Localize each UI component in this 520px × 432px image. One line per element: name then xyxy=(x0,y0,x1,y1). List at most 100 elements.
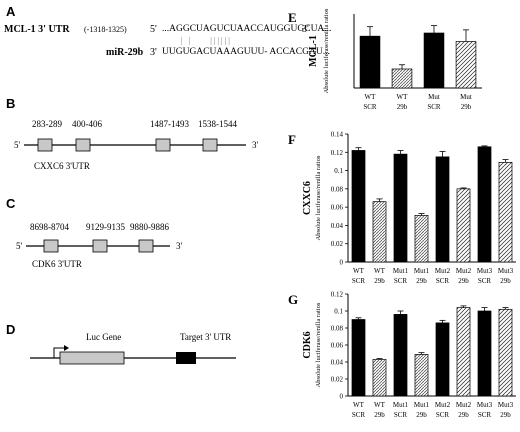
category-sublabel-f-5: 29b xyxy=(458,277,469,285)
y-tick-label-f-0: 0 xyxy=(340,259,344,267)
luciferase-assay-charts: E MCL-1 Absolute luciferase/renilla ratios… xyxy=(288,8,516,419)
category-label-g-0: WT xyxy=(353,401,365,409)
mirna-label: miR-29b xyxy=(106,47,144,58)
cdk6-site-label-1: 8698-8704 xyxy=(30,222,69,232)
cxxc6-site-box-4 xyxy=(202,138,218,152)
y-tick-label-f-5: 0.1 xyxy=(334,167,343,175)
category-label-f-5: Mut2 xyxy=(456,267,472,275)
category-sublabel-e-1: 29b xyxy=(397,103,408,111)
promoter-arrow-icon xyxy=(53,347,64,358)
y-axis-label-f: Absolute luciferase/renilla ratios xyxy=(315,155,322,240)
y-tick-label-g-4: 0.08 xyxy=(331,325,344,333)
y-tick-label-f-3: 0.06 xyxy=(331,204,344,212)
bar-f-2 xyxy=(393,153,408,263)
cxxc6-utr-label: CXXC6 3'UTR xyxy=(34,161,90,171)
category-sublabel-f-0: SCR xyxy=(352,277,366,285)
category-label-f-2: Mut1 xyxy=(393,267,409,275)
cxxc6-site-label-3: 1487-1493 xyxy=(150,119,189,129)
mcl1-utr-sequence: ...AGGCUAGUCUAACCAUGGUGCUA... xyxy=(162,24,332,34)
category-sublabel-f-1: 29b xyxy=(374,277,385,285)
category-sublabel-g-7: 29b xyxy=(500,411,511,419)
cxxc6-site-box-2 xyxy=(75,138,91,152)
category-sublabel-g-5: 29b xyxy=(458,411,469,419)
mcl1-utr-position: (-1318-1325) xyxy=(84,25,127,34)
category-sublabel-f-2: SCR xyxy=(394,277,408,285)
category-sublabel-g-1: 29b xyxy=(374,411,385,419)
cdk6-five-prime: 5' xyxy=(16,241,23,251)
y-axis-label-e: Absolute luciferase/renilla ratios xyxy=(323,8,330,93)
cxxc6-site-label-4: 1538-1544 xyxy=(198,119,237,129)
mcl1-utr-label: MCL-1 3' UTR xyxy=(4,24,70,35)
bar-f-4 xyxy=(435,156,450,263)
panel-letter-f: F xyxy=(288,132,296,147)
mirna-sequence: UUGUGACUAAAGUUU- ACCACGAU... xyxy=(162,47,330,57)
category-sublabel-g-2: SCR xyxy=(394,411,408,419)
bar-g-4 xyxy=(435,322,450,397)
bar-g-6 xyxy=(477,310,492,397)
category-sublabel-g-0: SCR xyxy=(352,411,366,419)
panel-letter-b: B xyxy=(6,96,16,111)
utr-three-prime: 3' xyxy=(302,24,309,35)
y-axis-gene-label-f: CXXC6 xyxy=(302,181,313,215)
luciferase-construct-diagram: Luc Gene Target 3' UTR xyxy=(30,332,236,365)
y-tick-label-f-6: 0.12 xyxy=(331,149,344,157)
bar-g-7 xyxy=(498,308,513,397)
panel-letter-g: G xyxy=(288,292,298,307)
bar-e-2 xyxy=(423,32,445,89)
bar-f-0 xyxy=(351,150,366,263)
bar-g-0 xyxy=(351,319,366,397)
y-tick-label-f-4: 0.08 xyxy=(331,185,344,193)
luc-gene-box xyxy=(59,351,125,365)
chart-g: G CDK6 Absolute luciferase/renilla ratios 0… xyxy=(288,291,516,419)
cxxc6-site-box-3 xyxy=(155,138,171,152)
category-label-e-3: Mut xyxy=(460,93,472,101)
category-label-g-4: Mut2 xyxy=(435,401,451,409)
category-label-g-1: WT xyxy=(374,401,386,409)
bar-f-1 xyxy=(372,201,387,263)
y-axis-label-g: Absolute luciferase/renilla ratios xyxy=(315,302,322,387)
y-axis-gene-label-g: CDK6 xyxy=(302,331,313,358)
mirna-three-prime: 3' xyxy=(150,47,157,58)
bar-g-5 xyxy=(456,307,471,397)
category-sublabel-g-6: SCR xyxy=(478,411,492,419)
y-axis-gene-label-e: MCL-1 xyxy=(308,35,319,67)
cdk6-utr-diagram: 8698-8704 9129-9135 9880-9886 5' 3' CDK6… xyxy=(16,222,183,269)
category-sublabel-e-3: 29b xyxy=(461,103,472,111)
luc-gene-label: Luc Gene xyxy=(86,332,121,342)
cxxc6-five-prime: 5' xyxy=(14,140,21,150)
y-tick-label-g-3: 0.06 xyxy=(331,342,344,350)
category-label-f-1: WT xyxy=(374,267,386,275)
category-sublabel-f-3: 29b xyxy=(416,277,427,285)
category-label-f-6: Mut3 xyxy=(477,267,493,275)
panel-letter-a: A xyxy=(6,4,16,19)
y-tick-label-g-1: 0.02 xyxy=(331,376,344,384)
promoter-arrowhead-icon xyxy=(64,345,69,351)
y-tick-label-f-1: 0.02 xyxy=(331,240,344,248)
cdk6-site-label-3: 9880-9886 xyxy=(130,222,169,232)
bar-f-6 xyxy=(477,146,492,263)
bar-e-0 xyxy=(359,35,381,89)
bar-f-7 xyxy=(498,161,513,263)
chart-f: F CXXC6 Absolute luciferase/renilla ratios… xyxy=(288,131,516,285)
utr-five-prime: 5' xyxy=(150,24,157,35)
category-sublabel-f-4: SCR xyxy=(436,277,450,285)
cdk6-site-box-3 xyxy=(138,239,154,253)
bar-e-3 xyxy=(455,41,477,89)
cdk6-site-label-2: 9129-9135 xyxy=(86,222,125,232)
y-tick-label-f-7: 0.14 xyxy=(331,131,344,139)
bar-e-1 xyxy=(391,68,413,89)
category-label-f-0: WT xyxy=(353,267,365,275)
cxxc6-three-prime: 3' xyxy=(252,140,259,150)
category-label-f-7: Mut3 xyxy=(498,267,514,275)
category-label-e-0: WT xyxy=(365,93,377,101)
category-label-g-6: Mut3 xyxy=(477,401,493,409)
cdk6-site-box-1 xyxy=(43,239,59,253)
category-label-g-7: Mut3 xyxy=(498,401,514,409)
y-tick-label-g-6: 0.12 xyxy=(331,291,344,299)
category-label-e-2: Mut xyxy=(428,93,440,101)
y-tick-label-g-2: 0.04 xyxy=(331,359,344,367)
chart-e: E MCL-1 Absolute luciferase/renilla ratios… xyxy=(288,8,482,111)
cxxc6-site-label-1: 283-289 xyxy=(32,119,62,129)
base-pair-marks: | | | | | | | | xyxy=(181,36,230,45)
category-sublabel-g-3: 29b xyxy=(416,411,427,419)
